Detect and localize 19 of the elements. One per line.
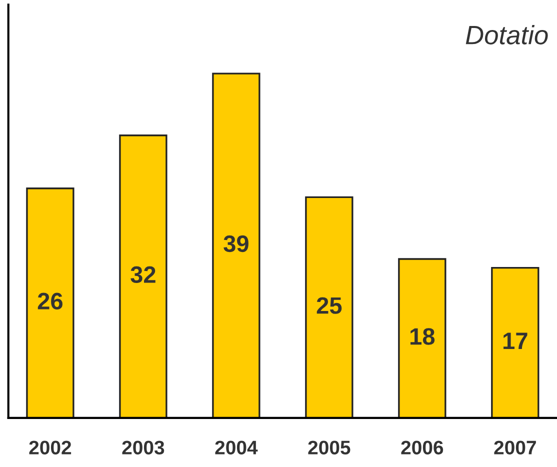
bar [305, 196, 354, 418]
data-label: 17 [504, 332, 528, 350]
data-label: 39 [224, 235, 248, 252]
bar [491, 267, 540, 418]
x-tick-label: 2007 [494, 440, 536, 454]
x-tick-label: 2002 [29, 440, 72, 454]
data-label: 26 [38, 292, 62, 310]
x-tick-label: 2004 [215, 440, 258, 454]
bar [119, 134, 168, 418]
bar [398, 258, 446, 418]
data-label: 18 [410, 328, 435, 345]
x-tick-label: 2005 [308, 440, 350, 454]
data-label: 25 [316, 297, 342, 314]
data-label: 32 [130, 266, 156, 284]
bar [212, 72, 260, 418]
x-tick-label: 2003 [122, 440, 164, 454]
x-tick-label: 2006 [401, 440, 444, 454]
chart-title: Dotatio [466, 25, 548, 44]
bar [26, 188, 74, 418]
